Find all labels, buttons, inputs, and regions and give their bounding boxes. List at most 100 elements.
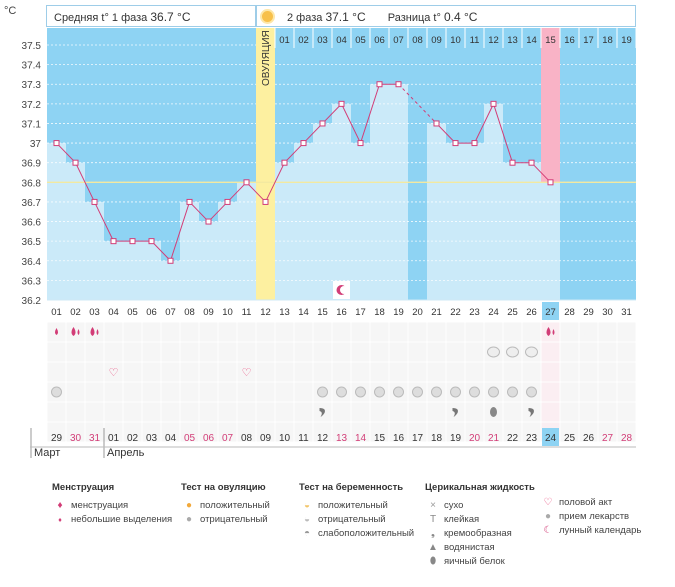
event-cell (579, 362, 598, 382)
event-cell (560, 362, 579, 382)
y-tick-label: 37.2 (22, 100, 42, 111)
phase2-day-label: 19 (621, 35, 632, 46)
legend-item: кремообразная (444, 528, 512, 539)
cycle-day-label: 15 (317, 307, 328, 318)
event-cell (85, 362, 104, 382)
event-cell (237, 422, 256, 442)
calendar-date-label: 12 (317, 433, 329, 444)
creamy-icon (528, 408, 534, 417)
calendar-date-label: 18 (431, 433, 443, 444)
diff-label: Разница t° (387, 12, 441, 24)
temperature-point (148, 238, 155, 245)
calendar-date-label: 19 (450, 433, 462, 444)
cycle-day-label: 10 (222, 307, 233, 318)
event-cell (180, 382, 199, 402)
temperature-point (376, 81, 383, 88)
temperature-point (72, 159, 79, 166)
event-cell (294, 402, 313, 422)
y-tick-label: 37.3 (22, 80, 42, 91)
day-bar (142, 241, 161, 300)
temperature-point (471, 140, 478, 147)
event-cell (104, 382, 123, 402)
event-cell (370, 322, 389, 342)
calendar-date-label: 30 (70, 433, 82, 444)
phase2-day-label: 05 (355, 35, 366, 46)
event-cell (313, 322, 332, 342)
cycle-day-label: 05 (127, 307, 138, 318)
legend-item: сухо (444, 500, 464, 511)
event-cell (598, 322, 617, 342)
event-cell (218, 342, 237, 362)
y-tick-label: 37.5 (22, 41, 42, 52)
event-cell (294, 322, 313, 342)
event-cell (237, 322, 256, 342)
month-label: Апрель (107, 447, 145, 459)
pill-icon: ● (544, 511, 552, 522)
event-cell (294, 422, 313, 442)
event-cell (617, 342, 636, 362)
event-cell (389, 402, 408, 422)
event-cell (142, 322, 161, 342)
cycle-day-label: 27 (545, 307, 556, 318)
pill-icon (488, 386, 499, 398)
event-cell (408, 402, 427, 422)
event-cell (541, 402, 560, 422)
calendar-date-label: 28 (621, 433, 633, 444)
event-cell (294, 362, 313, 382)
event-cell (313, 342, 332, 362)
temperature-chart: 36.2 36.3 36.4 36.5 36.6 36.7 36.8 36.9 37 37.1 37… (4, 5, 637, 459)
event-cell (47, 342, 66, 362)
event-cell (579, 422, 598, 442)
event-cell (351, 402, 370, 422)
creamy-icon (452, 408, 458, 417)
legend-item: лунный календарь (559, 525, 642, 536)
event-cell (522, 322, 541, 342)
event-cell (408, 342, 427, 362)
event-cell (503, 422, 522, 442)
heart-icon: ♡ (109, 366, 119, 379)
event-cell (123, 322, 142, 342)
day-bar (85, 201, 104, 300)
event-cell (123, 342, 142, 362)
temperature-point (129, 238, 136, 245)
legend-pregnancy-test: Тест на беременность ◒ положительный ◒ отр… (299, 482, 414, 541)
event-cell (47, 422, 66, 442)
drop-small-icon: ♦ (58, 517, 62, 524)
calendar-date-label: 07 (222, 433, 234, 444)
legend-item: слабоположительный (318, 528, 415, 539)
temperature-point (452, 140, 459, 147)
event-cell (446, 322, 465, 342)
event-cell (465, 402, 484, 422)
drop-double-icon: ♦ (57, 500, 63, 511)
event-cell (104, 362, 123, 382)
day-bar (541, 182, 560, 300)
pill-icon (507, 386, 518, 398)
pill-icon (450, 386, 461, 398)
event-cell (66, 362, 85, 382)
phase2-day-label: 07 (393, 35, 404, 46)
temperature-point (395, 81, 402, 88)
event-cell (332, 342, 351, 362)
drop-double-icon (552, 329, 555, 335)
event-cell (408, 362, 427, 382)
moon-icon: ☾ (543, 525, 553, 536)
cycle-day-label: 26 (526, 307, 537, 318)
calendar-date-label: 13 (336, 433, 348, 444)
event-cell (370, 362, 389, 382)
event-cell (256, 322, 275, 342)
egg-white-icon (490, 407, 497, 417)
event-cell (427, 422, 446, 442)
day-bar (332, 103, 351, 300)
event-cell (579, 382, 598, 402)
pregnancy-positive-icon: ◒ (303, 500, 311, 511)
pregnancy-test-icon (487, 346, 500, 358)
temperature-point (509, 159, 516, 166)
event-cell (180, 402, 199, 422)
dry-icon: × (430, 500, 436, 511)
y-tick-label: 36.4 (22, 257, 42, 268)
temperature-point (110, 238, 117, 245)
drop-double-icon (90, 327, 95, 336)
event-cell (560, 402, 579, 422)
event-cell (142, 342, 161, 362)
event-cell (313, 362, 332, 382)
